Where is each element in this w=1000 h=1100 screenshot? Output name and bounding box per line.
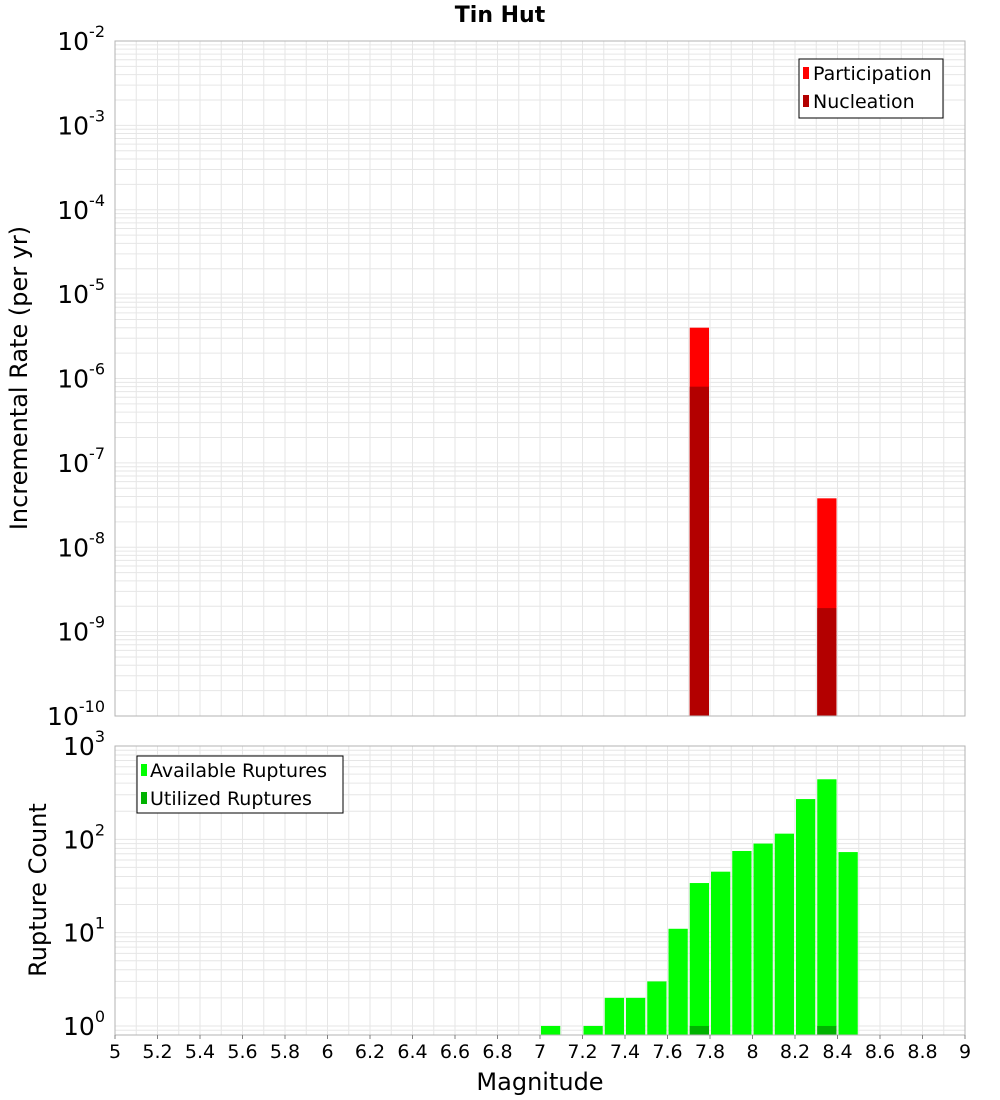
utilized-ruptures-bar: [689, 1025, 709, 1035]
x-tick-label: 6.4: [397, 1041, 427, 1063]
x-tick-label: 5.8: [270, 1041, 300, 1063]
available-ruptures-bar: [647, 981, 667, 1035]
x-tick-label: 8.6: [865, 1041, 895, 1063]
x-tick-label: 9: [959, 1041, 971, 1063]
x-tick-label: 5.6: [227, 1041, 257, 1063]
available-swatch: [141, 764, 147, 776]
available-ruptures-bar: [541, 1025, 561, 1035]
available-ruptures-bar: [689, 883, 709, 1035]
legend-participation: Participation: [813, 63, 932, 85]
participation-swatch: [803, 67, 809, 79]
x-tick-label: 8.2: [780, 1041, 810, 1063]
utilized-ruptures-bar: [817, 1025, 837, 1035]
x-tick-label: 7.4: [610, 1041, 640, 1063]
y-tick-label: 10-4: [57, 191, 105, 225]
count-y-axis-label: Rupture Count: [24, 803, 52, 977]
count-legend-box: [136, 755, 344, 814]
y-tick-label: 102: [63, 820, 105, 854]
rate-legend: Participation Nucleation: [798, 58, 944, 119]
rate-panel: 10-2 10-3 10-4 10-5 10-6 10-7 10-8 10-9 10-10 In…: [5, 22, 966, 731]
x-tick-label: 7.6: [652, 1041, 682, 1063]
x-tick-label: 6.8: [482, 1041, 512, 1063]
legend-available: Available Ruptures: [150, 760, 327, 782]
available-ruptures-bar: [604, 997, 624, 1035]
y-tick-label: 10-3: [57, 106, 105, 140]
legend-utilized: Utilized Ruptures: [150, 788, 312, 810]
count-y-ticks: 103 102 101 100: [63, 727, 105, 1041]
count-bars: [541, 779, 858, 1035]
legend-nucleation: Nucleation: [813, 91, 915, 113]
available-ruptures-bar: [711, 871, 731, 1035]
y-tick-label: 10-9: [57, 613, 105, 647]
x-axis-label: Magnitude: [476, 1068, 603, 1096]
x-tick-label: 5.4: [185, 1041, 215, 1063]
available-ruptures-bar: [626, 997, 646, 1035]
available-ruptures-bar: [796, 799, 816, 1035]
y-tick-label: 10-7: [57, 444, 105, 478]
nucleation-bar: [689, 386, 709, 716]
y-tick-label: 101: [63, 914, 105, 948]
rate-plot-frame: [114, 40, 966, 717]
rate-legend-box: [798, 58, 944, 119]
y-tick-label: 100: [63, 1007, 105, 1041]
y-tick-label: 10-6: [57, 360, 105, 394]
x-tick-label: 7.8: [695, 1041, 725, 1063]
available-ruptures-bar: [838, 852, 858, 1035]
available-ruptures-bar: [753, 843, 773, 1035]
magnitude-x-ticks: 5 5.2 5.4 5.6 5.8 6 6.2 6.4 6.6 6.8 7 7.2 7.4 7.6 7.8 8…: [109, 1035, 971, 1063]
rate-bars: [689, 327, 837, 716]
utilized-swatch: [141, 792, 147, 804]
x-tick-label: 5: [109, 1041, 121, 1063]
y-tick-label: 10-10: [47, 697, 105, 731]
available-ruptures-bar: [583, 1025, 603, 1035]
x-tick-label: 6: [321, 1041, 333, 1063]
x-tick-label: 6.2: [355, 1041, 385, 1063]
count-legend: Available Ruptures Utilized Ruptures: [136, 755, 344, 814]
nucleation-bar: [817, 608, 837, 716]
available-ruptures-bar: [668, 928, 688, 1035]
y-tick-label: 103: [63, 727, 105, 761]
x-tick-label: 5.2: [142, 1041, 172, 1063]
rate-y-ticks: 10-2 10-3 10-4 10-5 10-6 10-7 10-8 10-9 10-10: [47, 22, 105, 731]
x-tick-label: 6.6: [440, 1041, 470, 1063]
x-tick-label: 8: [746, 1041, 758, 1063]
x-tick-label: 8.8: [907, 1041, 937, 1063]
chart-title: Tin Hut: [455, 3, 546, 28]
y-tick-label: 10-8: [57, 528, 105, 562]
y-tick-label: 10-5: [57, 275, 105, 309]
available-ruptures-bar: [817, 779, 837, 1035]
x-tick-label: 7.2: [567, 1041, 597, 1063]
available-ruptures-bar: [774, 833, 794, 1035]
available-ruptures-bar: [732, 850, 752, 1035]
count-panel: 103 102 101 100 5 5.2 5.4 5.6 5.8 6 6.2 6.4 6.6 6.8 7…: [24, 727, 971, 1096]
count-grid: [115, 746, 965, 1035]
rate-grid: [115, 41, 965, 716]
nucleation-swatch: [803, 95, 809, 107]
y-tick-label: 10-2: [57, 22, 105, 56]
rate-y-axis-label: Incremental Rate (per yr): [5, 226, 33, 530]
x-tick-label: 8.4: [822, 1041, 852, 1063]
x-tick-label: 7: [534, 1041, 546, 1063]
